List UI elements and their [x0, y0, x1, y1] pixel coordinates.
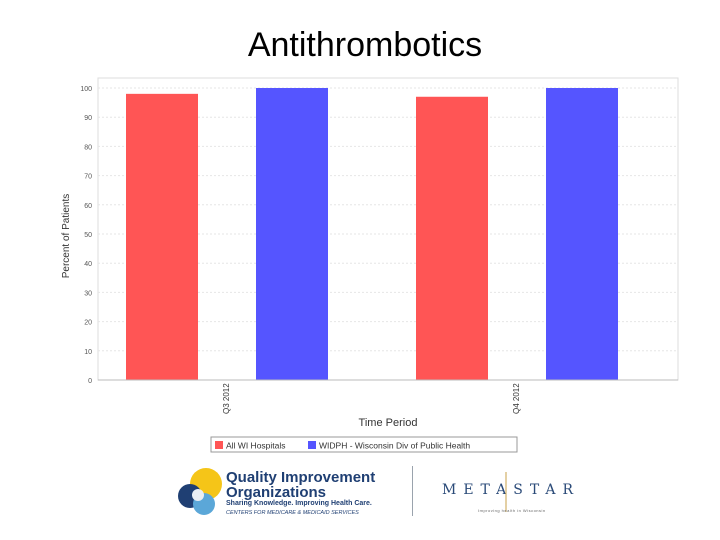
qio-title-line2: Organizations: [226, 484, 327, 501]
legend-swatch: [308, 441, 316, 449]
y-tick-label: 50: [84, 232, 92, 239]
metastar-tagline: Improving health in Wisconsin: [478, 508, 546, 513]
y-tick-label: 80: [84, 144, 92, 151]
bar: [546, 88, 618, 380]
footer-divider: [412, 466, 413, 516]
x-tick-label: Q4 2012: [512, 383, 521, 414]
y-tick-label: 100: [80, 86, 92, 93]
bar: [126, 93, 198, 380]
legend-label: WIDPH - Wisconsin Div of Public Health: [319, 441, 470, 451]
qio-subtitle: CENTERS FOR MEDICARE & MEDICAID SERVICES: [226, 510, 359, 516]
slide-title: Antithrombotics: [247, 26, 483, 64]
y-tick-label: 0: [88, 378, 92, 385]
y-tick-label: 70: [84, 174, 92, 181]
x-tick-label: Q3 2012: [222, 383, 231, 414]
bars: [126, 88, 618, 380]
metastar-star-icon: [505, 472, 507, 512]
qio-tagline: Sharing Knowledge. Improving Health Care…: [226, 500, 372, 507]
y-tick-label: 10: [84, 349, 92, 356]
y-tick-label: 60: [84, 203, 92, 210]
y-tick-label: 30: [84, 290, 92, 297]
qio-logo-icon: [178, 468, 222, 515]
y-axis-label: Percent of Patients: [61, 194, 72, 279]
bar: [256, 88, 328, 380]
metastar-logo: METASTAR: [442, 482, 581, 498]
legend-box: [210, 436, 518, 453]
y-tick-label: 40: [84, 261, 92, 268]
x-axis-ticks: Q3 2012 Q4 2012: [222, 383, 521, 414]
legend-swatch: [215, 441, 223, 449]
bar-chart: 0 10 20 30 40 50 60 70 80 90 100 Q3 2012 Q4 2012 Pe…: [61, 77, 679, 453]
x-axis-label: Time Period: [359, 417, 418, 429]
y-tick-label: 20: [84, 320, 92, 327]
y-axis-ticks: 0 10 20 30 40 50 60 70 80 90 100: [80, 86, 92, 385]
y-tick-label: 90: [84, 115, 92, 122]
qio-title-line1: Quality Improvement: [226, 469, 376, 486]
legend: All WI Hospitals WIDPH - Wisconsin Div of…: [210, 436, 518, 453]
legend-label: All WI Hospitals: [226, 441, 286, 451]
bar: [416, 96, 488, 380]
